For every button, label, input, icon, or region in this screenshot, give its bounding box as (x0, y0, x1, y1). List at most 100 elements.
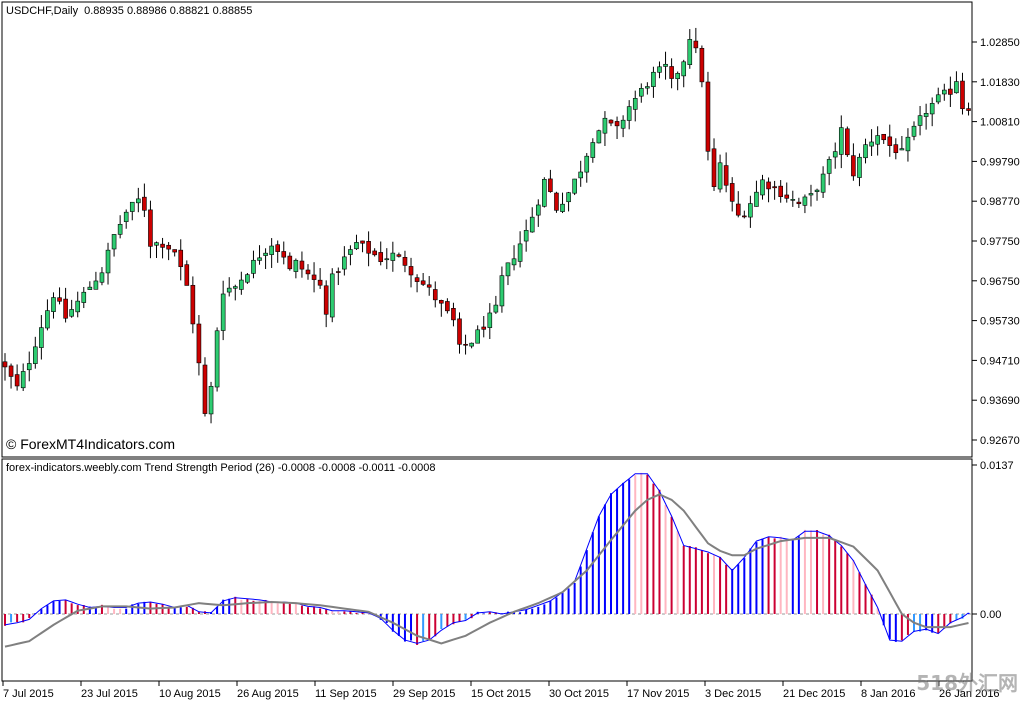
bear-candle (323, 285, 329, 315)
bull-candle (257, 257, 262, 261)
date-tick-label: 21 Dec 2015 (783, 688, 845, 700)
bear-candle (299, 260, 305, 270)
bull-candle (899, 148, 905, 151)
bull-candle (251, 259, 256, 274)
bull-candle (475, 329, 480, 344)
bear-candle (887, 136, 893, 146)
bull-candle (493, 304, 499, 313)
bull-candle (638, 88, 644, 97)
price-tick-label: 1.01830 (980, 77, 1020, 89)
price-axis: 1.02850 1.01830 1.00810 0.99790 0.98770 0.977… (972, 37, 1020, 447)
bull-candle (632, 98, 638, 110)
candlestick-series (2, 27, 971, 424)
price-tick-label: 0.95730 (980, 316, 1020, 328)
bull-candle (342, 256, 347, 270)
bull-candle (802, 196, 808, 206)
bull-candle (51, 297, 56, 312)
bear-candle (439, 299, 444, 304)
bull-candle (826, 159, 832, 174)
bull-candle (263, 252, 268, 256)
date-tick-label: 15 Oct 2015 (471, 688, 531, 700)
bear-candle (148, 209, 153, 247)
bear-candle (360, 240, 365, 244)
bear-candle (196, 323, 202, 364)
date-tick-label: 3 Dec 2015 (705, 688, 761, 700)
bear-candle (366, 241, 371, 254)
bull-candle (542, 179, 547, 207)
bull-candle (384, 258, 390, 261)
bear-candle (457, 318, 462, 345)
bear-candle (317, 279, 323, 286)
symbol-label: USDCHF,Daily (6, 5, 79, 17)
bear-candle (960, 80, 965, 110)
bull-candle (348, 249, 353, 255)
date-tick-label: 17 Nov 2015 (627, 688, 689, 700)
bear-candle (784, 194, 790, 199)
bull-candle (754, 191, 759, 207)
date-tick-label: 7 Jul 2015 (3, 688, 54, 700)
bull-candle (226, 287, 232, 293)
bear-candle (729, 183, 735, 202)
bull-candle (293, 259, 299, 272)
histogram-series (4, 472, 970, 645)
bull-candle (517, 243, 523, 262)
bear-candle (63, 298, 68, 319)
bear-candle (723, 165, 729, 186)
bear-candle (8, 365, 14, 377)
bear-candle (281, 251, 287, 258)
bull-candle (111, 234, 117, 250)
bear-candle (711, 148, 717, 187)
bull-candle (81, 291, 87, 303)
date-tick-label: 10 Aug 2015 (159, 688, 221, 700)
value-tick-label: 0.00 (980, 609, 1001, 621)
bull-candle (572, 178, 577, 194)
date-axis: 7 Jul 2015 23 Jul 2015 10 Aug 2015 26 Aug 2… (2, 681, 1000, 700)
histogram-outline (4, 473, 969, 644)
bull-candle (941, 89, 947, 95)
price-tick-label: 0.93690 (980, 395, 1020, 407)
bull-candle (69, 309, 74, 317)
bear-candle (445, 301, 450, 312)
bull-candle (578, 171, 584, 179)
ohlc-label: 0.88935 0.88986 0.88821 0.88855 (84, 5, 252, 17)
bear-candle (608, 119, 614, 124)
main-header: USDCHF,Daily 0.88935 0.88986 0.88821 0.88… (6, 5, 252, 17)
price-tick-label: 1.00810 (980, 117, 1020, 129)
date-tick-label: 29 Sep 2015 (393, 688, 455, 700)
bull-candle (857, 156, 862, 178)
bull-candle (832, 151, 838, 158)
bear-candle (948, 88, 953, 95)
price-tick-label: 0.97750 (980, 236, 1020, 248)
bull-candle (93, 280, 99, 290)
bear-candle (178, 249, 184, 268)
bull-candle (45, 310, 50, 329)
bull-candle (566, 192, 571, 203)
bear-candle (414, 277, 420, 282)
bear-candle (402, 257, 408, 266)
bull-candle (663, 63, 668, 67)
bear-candle (166, 244, 171, 250)
bear-candle (699, 47, 705, 83)
bear-candle (378, 252, 384, 262)
bull-candle (123, 211, 129, 222)
bull-candle (760, 179, 765, 196)
bear-candle (202, 364, 208, 414)
bull-candle (523, 230, 529, 242)
bear-candle (172, 249, 177, 253)
bull-candle (105, 249, 111, 274)
bull-candle (26, 363, 32, 371)
copyright-label: © ForexMT4Indicators.com (6, 436, 175, 452)
bear-candle (966, 108, 971, 111)
bull-candle (935, 94, 941, 103)
bear-candle (881, 133, 887, 141)
bear-candle (14, 374, 20, 387)
bull-candle (560, 203, 565, 212)
bear-candle (311, 274, 317, 280)
bull-candle (99, 272, 105, 283)
bear-candle (426, 284, 432, 288)
bull-candle (820, 173, 826, 193)
bull-candle (626, 106, 632, 121)
bull-candle (239, 279, 244, 290)
bear-candle (735, 203, 741, 216)
